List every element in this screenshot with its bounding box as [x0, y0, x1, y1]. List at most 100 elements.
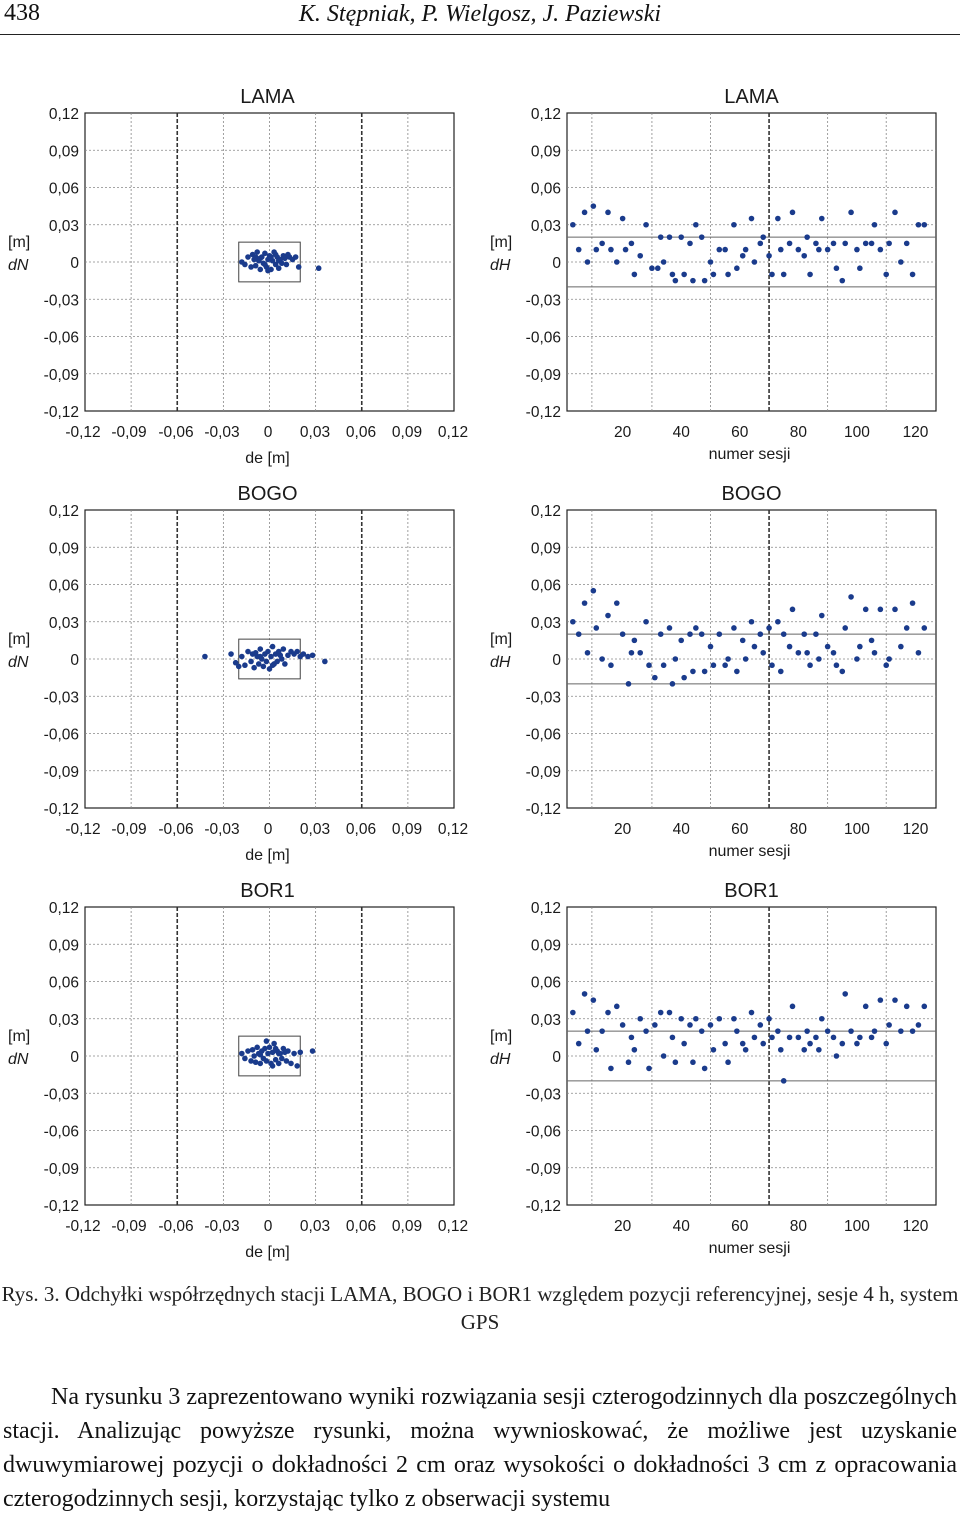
data-point [854, 246, 860, 253]
data-point [669, 681, 676, 687]
data-point [269, 1063, 276, 1069]
y-tick-label: 0,09 [531, 540, 561, 557]
y-tick-label: 0,03 [49, 1012, 79, 1029]
x-tick-label: -0,12 [65, 424, 100, 441]
data-point [678, 234, 685, 240]
data-point [257, 266, 264, 273]
x-tick-label: 0,12 [438, 1218, 468, 1235]
data-point [309, 1048, 316, 1054]
data-point [255, 661, 262, 667]
y-tick-label: -0,12 [526, 1198, 561, 1215]
data-point [734, 265, 740, 272]
data-point [269, 643, 276, 650]
y-axis-label: dN [8, 257, 29, 274]
y-tick-label: -0,06 [44, 330, 79, 347]
data-point [780, 1078, 787, 1084]
y-tick-label: 0,12 [531, 106, 561, 123]
data-point [235, 663, 242, 670]
data-point [202, 653, 208, 660]
data-point [608, 662, 614, 669]
y-tick-label: 0,03 [49, 615, 79, 632]
data-point [295, 264, 302, 270]
data-point [807, 1040, 813, 1047]
data-point [657, 1009, 664, 1016]
data-point [883, 662, 890, 669]
data-point [277, 652, 284, 659]
y-tick-label: 0,12 [49, 106, 79, 123]
data-point [262, 261, 268, 268]
data-point [239, 653, 245, 660]
data-point [710, 662, 717, 669]
data-point [309, 652, 316, 659]
y-tick-label: 0,12 [531, 900, 561, 917]
data-point [886, 656, 892, 662]
y-tick-label: 0 [552, 1049, 561, 1066]
x-tick-label: 120 [903, 424, 929, 441]
data-point [678, 637, 685, 644]
data-point [722, 662, 728, 669]
x-tick-label: 40 [673, 1218, 691, 1235]
data-point [263, 1038, 270, 1044]
data-point [760, 649, 767, 656]
y-axis-unit-label: [m] [8, 631, 30, 648]
data-point [613, 259, 620, 265]
data-point [824, 643, 831, 650]
data-point [252, 262, 259, 269]
body-text: Na rysunku 3 zaprezentowano wyniki rozwi… [3, 1380, 957, 1516]
data-point [848, 1028, 854, 1034]
data-point [909, 271, 916, 278]
y-axis-label: dH [490, 654, 511, 671]
x-tick-label: -0,12 [65, 1218, 100, 1235]
x-tick-label: -0,09 [111, 1218, 146, 1235]
x-tick-label: -0,03 [204, 1218, 239, 1235]
x-tick-label: 0,06 [346, 1218, 376, 1235]
data-point [690, 277, 696, 284]
data-point [581, 209, 588, 216]
data-point [260, 663, 267, 670]
data-point [701, 668, 708, 675]
y-tick-label: -0,06 [526, 330, 561, 347]
y-tick-label: 0 [70, 1049, 79, 1066]
x-tick-label: 0 [264, 424, 273, 441]
data-point [687, 1022, 693, 1028]
y-tick-label: -0,09 [44, 1161, 79, 1178]
data-point [839, 277, 846, 284]
chart-panel-2: LAMA 0,12 0,09 0,06 0,03 0 -0,03 -0,06 -0,09 -0,1… [490, 86, 937, 463]
data-point [257, 1051, 264, 1058]
y-tick-label: -0,03 [526, 292, 561, 309]
data-point [833, 265, 840, 272]
data-point [263, 658, 270, 665]
data-point [698, 631, 705, 637]
data-point [619, 215, 626, 222]
data-point [294, 648, 300, 655]
data-point [274, 658, 280, 665]
data-point [903, 625, 910, 631]
data-point [725, 656, 731, 662]
y-axis-unit-label: [m] [490, 234, 512, 251]
data-point [804, 234, 810, 240]
x-tick-label: 120 [903, 1218, 929, 1235]
data-point [854, 656, 860, 662]
y-tick-label: -0,03 [526, 1086, 561, 1103]
data-point [590, 587, 597, 594]
data-point [608, 246, 614, 253]
y-tick-label: 0 [70, 652, 79, 669]
data-point [760, 234, 767, 240]
x-axis-label: de [m] [245, 847, 289, 864]
data-point [892, 606, 898, 613]
data-point [857, 265, 863, 272]
y-tick-label: -0,09 [526, 367, 561, 384]
y-tick-label: -0,06 [526, 727, 561, 744]
data-point [739, 637, 746, 644]
data-point [789, 606, 796, 613]
data-point [628, 1034, 635, 1041]
data-point [769, 662, 775, 669]
data-point [898, 643, 904, 650]
data-point [681, 1040, 687, 1047]
data-point [687, 631, 693, 637]
data-point [637, 649, 644, 656]
data-point [283, 261, 290, 268]
data-point [757, 1022, 764, 1028]
data-point [766, 625, 772, 631]
data-point [731, 1015, 737, 1022]
